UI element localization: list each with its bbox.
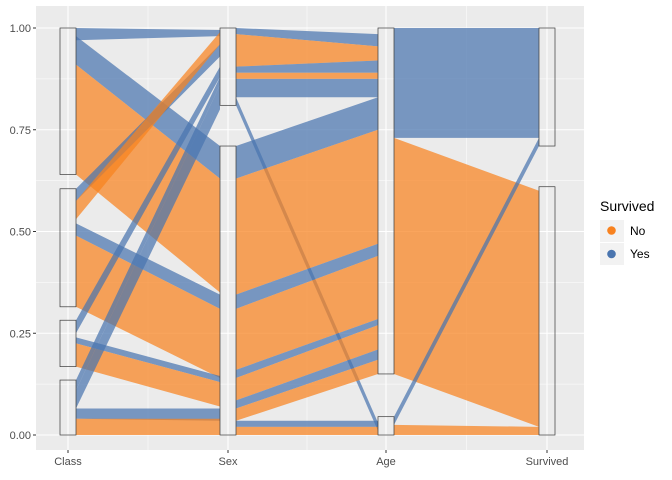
y-tick-label: 1.00 bbox=[10, 23, 31, 35]
y-tick-label: 0.25 bbox=[10, 328, 31, 340]
stratum-box-age-child bbox=[377, 416, 395, 436]
legend-label-yes: Yes bbox=[630, 247, 650, 261]
stratum-box-class-1st bbox=[59, 379, 77, 436]
x-axis: Class Sex Age Survived bbox=[54, 450, 568, 468]
flow-ribbon-yes bbox=[76, 223, 220, 309]
stratum-box-sex-female bbox=[219, 145, 237, 436]
flow-ribbon-no bbox=[236, 255, 378, 370]
flow-ribbon-no bbox=[76, 418, 220, 435]
x-tick-label-class: Class bbox=[54, 456, 82, 468]
flow-ribbon-no bbox=[236, 129, 378, 295]
legend: Survived No Yes bbox=[600, 198, 654, 265]
y-tick-label: 0.75 bbox=[10, 125, 31, 137]
flow-ribbon-no bbox=[236, 325, 378, 401]
flow-ribbon-yes bbox=[236, 78, 378, 98]
x-tick-label-age: Age bbox=[376, 456, 396, 468]
axis-strata bbox=[59, 27, 556, 436]
stratum-box-class-3rd bbox=[59, 188, 77, 308]
y-tick-label: 0.00 bbox=[10, 430, 31, 442]
stratum-box-survived-no bbox=[538, 186, 556, 436]
flow-ribbon-no bbox=[236, 34, 378, 67]
flow-ribbon-yes bbox=[236, 28, 378, 47]
stratum-box-sex-male bbox=[219, 27, 237, 106]
flow-ribbon-yes bbox=[236, 349, 378, 409]
legend-label-no: No bbox=[630, 224, 646, 238]
flow-ribbon-yes bbox=[236, 420, 378, 427]
x-tick-label-sex: Sex bbox=[219, 456, 238, 468]
flow-ribbon-yes bbox=[76, 28, 220, 41]
flow-ribbon-no bbox=[236, 72, 378, 79]
flow-ribbon-no bbox=[394, 424, 539, 435]
legend-title: Survived bbox=[600, 198, 654, 214]
flow-ribbon-yes bbox=[236, 243, 378, 309]
y-tick-label: 0.50 bbox=[10, 227, 31, 239]
flow-ribbon-yes bbox=[236, 319, 378, 379]
stratum-box-survived-yes bbox=[538, 27, 556, 147]
flow-ribbon-no bbox=[76, 343, 220, 407]
flow-ribbon-no bbox=[76, 235, 220, 379]
legend-swatch-no bbox=[607, 226, 616, 235]
stratum-box-class-crew bbox=[59, 27, 77, 175]
flow-ribbon-yes bbox=[236, 60, 378, 73]
stratum-box-class-2nd bbox=[59, 319, 77, 367]
flow-ribbons bbox=[76, 28, 539, 435]
flow-ribbon-yes bbox=[236, 97, 378, 179]
flow-ribbon-yes bbox=[76, 84, 220, 409]
y-axis: 0.00 0.25 0.50 0.75 1.00 bbox=[10, 23, 36, 442]
flow-ribbon-yes bbox=[76, 337, 220, 383]
flow-ribbon-yes bbox=[394, 137, 539, 425]
flow-ribbon-no bbox=[76, 32, 220, 220]
flow-ribbon-yes bbox=[76, 36, 220, 179]
x-tick-label-survived: Survived bbox=[526, 456, 569, 468]
stratum-box-age-adult bbox=[377, 27, 395, 375]
flow-ribbon-no bbox=[236, 359, 378, 421]
legend-swatch-yes bbox=[607, 249, 616, 259]
flow-ribbon-yes bbox=[394, 28, 539, 138]
flow-ribbon-yes bbox=[76, 76, 220, 391]
flow-ribbon-yes bbox=[76, 66, 220, 334]
flow-ribbon-yes bbox=[76, 408, 220, 421]
flow-ribbon-no bbox=[76, 64, 220, 293]
flow-ribbon-no bbox=[236, 426, 378, 435]
